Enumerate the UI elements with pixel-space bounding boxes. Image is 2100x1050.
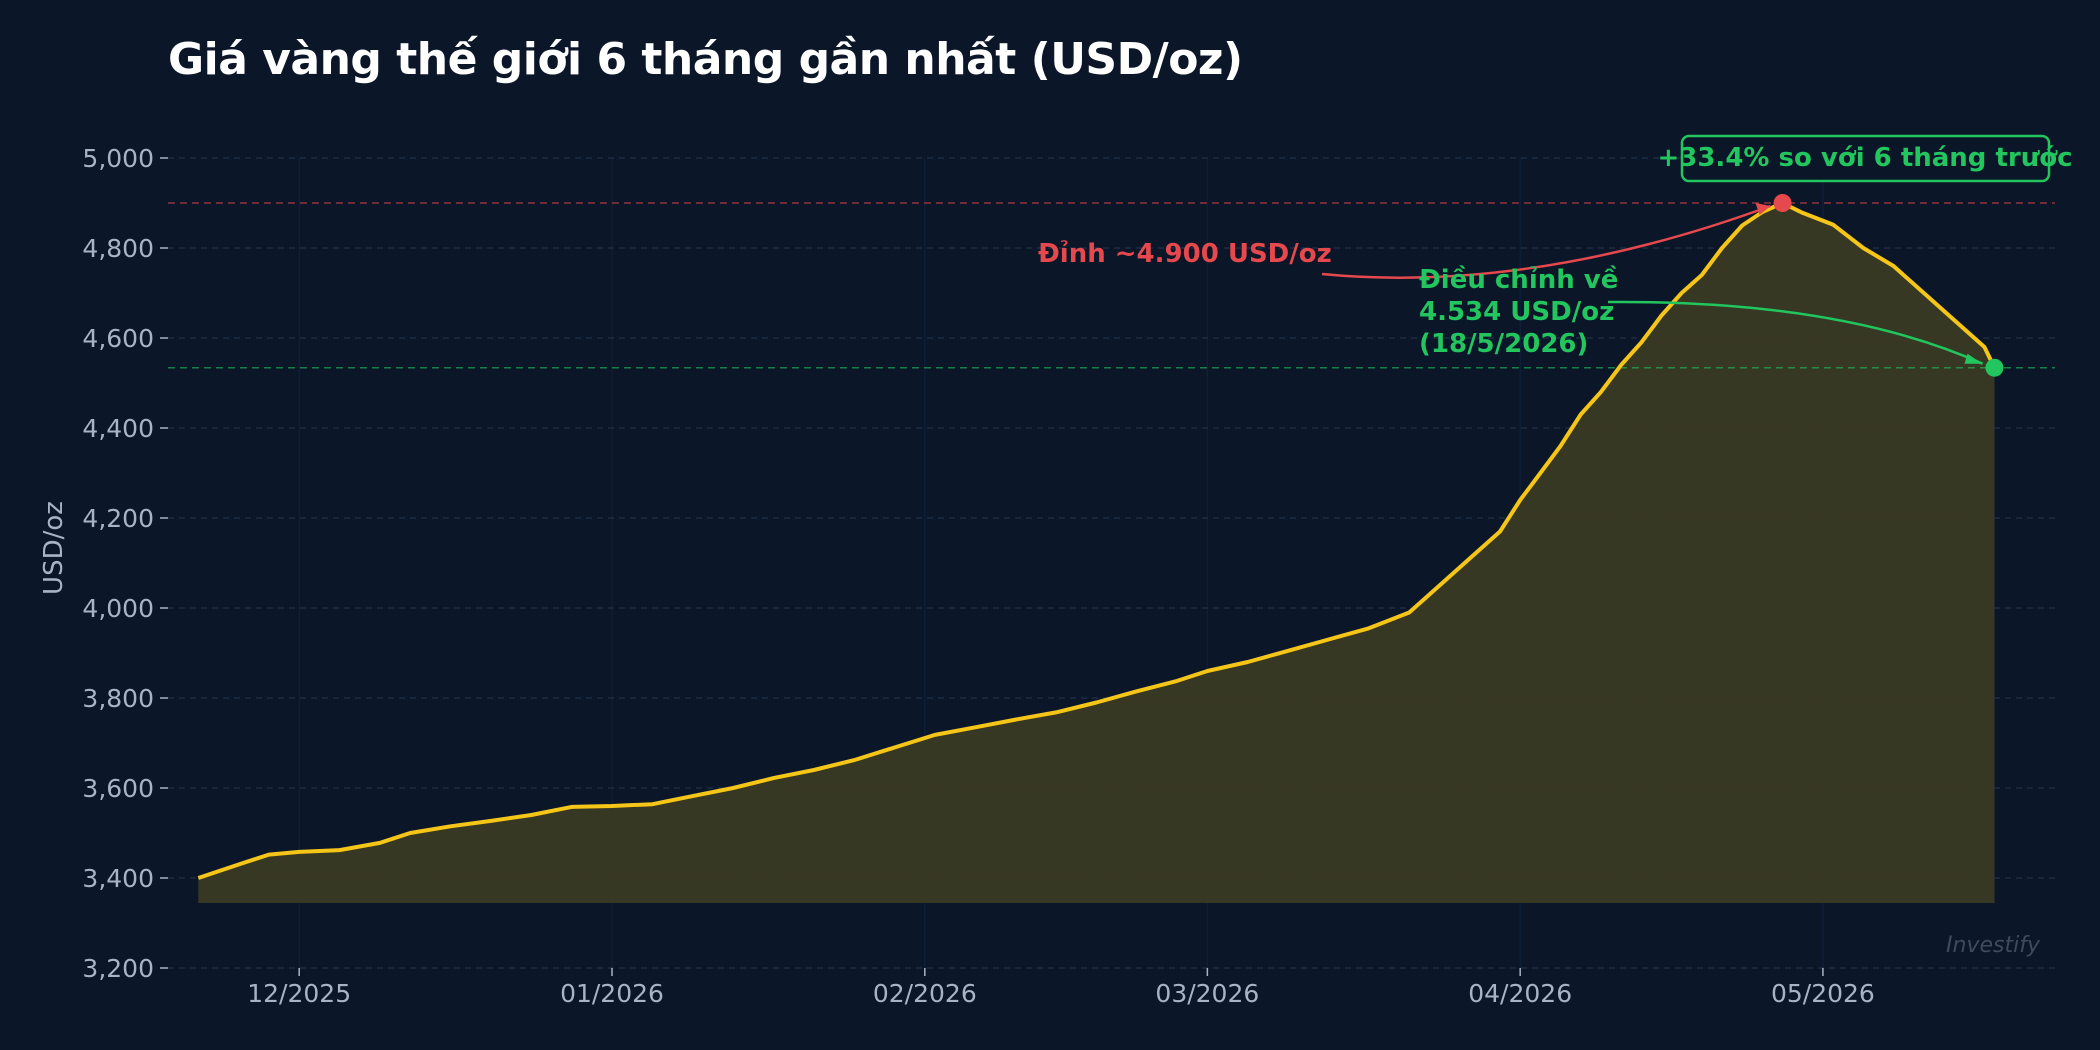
peak-annotation: Đỉnh ~4.900 USD/oz bbox=[1038, 194, 1792, 279]
x-tick-label: 02/2026 bbox=[873, 979, 977, 1008]
change-badge-box bbox=[1680, 134, 2051, 183]
peak-label: Đỉnh ~4.900 USD/oz bbox=[1038, 239, 1332, 269]
y-tick-label: 3,400 bbox=[82, 864, 154, 893]
peak-arrow bbox=[1321, 204, 1771, 279]
change-badge: +33.4% so với 6 tháng trước bbox=[1657, 134, 2073, 183]
change-badge-text: +33.4% so với 6 tháng trước bbox=[1657, 143, 2072, 173]
y-tick-label: 4,000 bbox=[82, 594, 154, 623]
x-axis-ticks: 12/2025 01/2026 02/2026 03/2026 04/2026 05/20… bbox=[247, 968, 1875, 1008]
current-arrow bbox=[1607, 300, 1984, 365]
y-tick-label: 3,600 bbox=[82, 774, 154, 803]
x-tick-label: 05/2026 bbox=[1771, 979, 1875, 1008]
peak-arrow-head bbox=[1755, 203, 1771, 215]
y-axis-ticks: 3,200 3,400 3,600 3,800 4,000 4,200 4,400 4,600… bbox=[82, 144, 168, 983]
current-annotation: Điều chỉnh về 4.534 USD/oz (18/5/2026) bbox=[1419, 264, 2004, 377]
y-tick-label: 4,600 bbox=[82, 324, 154, 353]
watermark: Investify bbox=[1946, 933, 2041, 958]
current-label-line-1: Điều chỉnh về bbox=[1419, 264, 1618, 295]
current-label-line-2: 4.534 USD/oz bbox=[1419, 297, 1614, 327]
current-arrow-head bbox=[1964, 353, 1983, 364]
y-tick-label: 4,400 bbox=[82, 414, 154, 443]
x-tick-label: 03/2026 bbox=[1155, 979, 1259, 1008]
current-marker bbox=[1985, 358, 2004, 377]
chart-title: Giá vàng thế giới 6 tháng gần nhất (USD/… bbox=[168, 34, 1243, 85]
current-label-line-3: (18/5/2026) bbox=[1419, 329, 1588, 359]
y-tick-label: 3,800 bbox=[82, 684, 154, 713]
y-tick-label: 4,200 bbox=[82, 504, 154, 533]
price-area bbox=[198, 203, 1995, 903]
y-tick-label: 5,000 bbox=[82, 144, 154, 173]
y-axis-label: USD/oz bbox=[39, 501, 69, 595]
y-tick-label: 4,800 bbox=[82, 234, 154, 263]
x-tick-label: 12/2025 bbox=[247, 979, 351, 1008]
x-tick-label: 01/2026 bbox=[560, 979, 664, 1008]
y-tick-label: 3,200 bbox=[82, 954, 154, 983]
price-line bbox=[197, 201, 1997, 880]
peak-marker bbox=[1773, 194, 1792, 212]
x-tick-label: 04/2026 bbox=[1468, 979, 1572, 1008]
